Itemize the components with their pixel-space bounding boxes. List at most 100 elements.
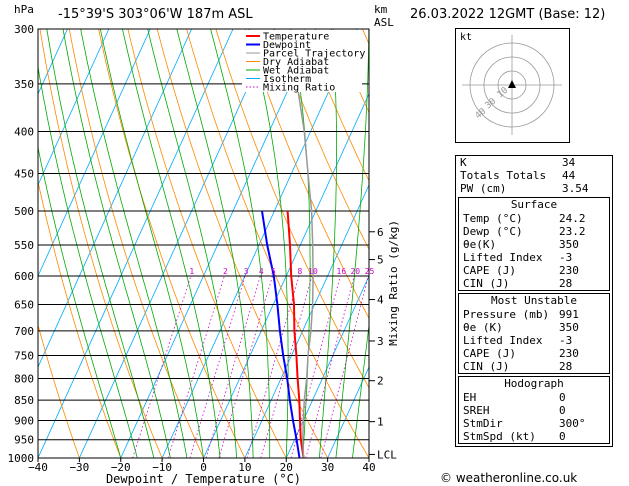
isotherm-line	[79, 29, 275, 458]
wet-adiabat-line	[38, 64, 138, 458]
mixing-ratio-label: 10	[308, 267, 318, 276]
pressure-tick-label: 500	[14, 205, 34, 218]
x-tick-label: 40	[362, 461, 375, 474]
row-label: θe(K)	[463, 238, 497, 251]
isotherm-line	[285, 274, 369, 458]
index-row: K 34	[456, 156, 612, 169]
mixing-ratio-line	[290, 275, 341, 458]
surface-row: Lifted Index -3	[459, 251, 609, 264]
pressure-tick-label: 450	[14, 167, 34, 180]
row-label: Temp (°C)	[463, 212, 523, 225]
row-value: 350	[559, 321, 579, 334]
row-value: 350	[559, 238, 579, 251]
pressure-tick-label: 600	[14, 270, 34, 283]
dry-adiabat-line	[38, 323, 80, 458]
index-value: 44	[562, 169, 576, 182]
surface-row: Temp (°C) 24.2	[459, 212, 609, 225]
mixing-ratio-line	[320, 275, 369, 458]
mixing-ratio-label: 2	[223, 267, 228, 276]
most-unstable-section: Most Unstable Pressure (mb) 991 θe (K) 350…	[458, 293, 610, 374]
row-value: 991	[559, 308, 579, 321]
row-label: StmDir	[463, 417, 503, 430]
mixing-ratio-line	[246, 275, 300, 458]
pressure-tick-label: 1000	[8, 452, 35, 465]
km-tick-label: 4	[377, 294, 384, 307]
row-value: -3	[559, 251, 573, 264]
isotherm-line	[203, 92, 369, 458]
pressure-tick-label: 550	[14, 239, 34, 252]
dry-adiabat-line	[98, 29, 246, 458]
most-unstable-row: CAPE (J) 230	[459, 347, 609, 360]
row-value: 0	[559, 430, 566, 443]
mixing-ratio-label: 16	[337, 267, 347, 276]
row-label: θe (K)	[463, 321, 503, 334]
wet-adiabat-line	[335, 29, 369, 458]
surface-title: Surface	[510, 198, 558, 211]
row-label: CIN (J)	[463, 277, 510, 290]
mixing-ratio-line	[305, 275, 355, 458]
datetime-label: 26.03.2022 12GMT (Base: 12)	[410, 7, 606, 22]
x-axis-title: Dewpoint / Temperature (°C)	[106, 472, 301, 486]
hodograph-row: StmSpd (kt) 0	[459, 430, 609, 443]
hodo-ring-label: 30	[484, 97, 499, 112]
legend-label: Dry Adiabat	[263, 57, 329, 68]
most-unstable-title: Most Unstable	[490, 294, 578, 307]
wet-adiabat-line	[352, 322, 369, 458]
isotherm-line	[327, 366, 369, 458]
mixing-ratio-label: 1	[189, 267, 194, 276]
legend-label: Mixing Ratio	[263, 83, 335, 94]
x-tick-label: 10	[238, 461, 251, 474]
wet-adiabat-line	[210, 29, 271, 458]
row-value: 23.2	[559, 225, 586, 238]
row-label: SREH	[463, 404, 490, 417]
row-label: Dewp (°C)	[463, 225, 523, 238]
mixing-ratio-label: 3	[244, 267, 249, 276]
legend-label: Wet Adiabat	[263, 66, 329, 77]
surface-row: CIN (J) 28	[459, 277, 609, 290]
km-tick-label: 5	[377, 254, 384, 267]
index-label: Totals Totals	[460, 169, 547, 182]
surface-row: θe(K) 350	[459, 238, 609, 251]
pressure-tick-label: 850	[14, 394, 34, 407]
row-value: 230	[559, 347, 579, 360]
pressure-tick-label: 300	[14, 23, 34, 36]
copyright-footer: © weatheronline.co.uk	[440, 471, 578, 485]
km-tick-label: LCL	[377, 448, 397, 461]
row-label: StmSpd (kt)	[463, 430, 536, 443]
pressure-tick-label: 950	[14, 434, 34, 447]
index-value: 34	[562, 156, 576, 169]
parcel-trajectory-line	[296, 83, 314, 458]
pressure-tick-label: 900	[14, 414, 34, 427]
legend-label: Parcel Trajectory	[263, 49, 365, 60]
hodograph-row: EH 0	[459, 391, 609, 404]
hodograph-svg: kt 40 30 10	[460, 32, 562, 135]
km-label: km	[374, 3, 388, 16]
legend-label: Dewpoint	[263, 40, 311, 51]
isotherm-line	[38, 29, 110, 186]
wet-adiabat-line	[99, 29, 204, 458]
hpa-label: hPa	[14, 3, 34, 16]
row-value: 28	[559, 277, 573, 290]
hodograph-section: Hodograph EH 0 SREH 0 StmDir 300° StmSpd (k…	[458, 376, 610, 444]
dry-adiabat-line	[274, 29, 369, 251]
dewpoint-line	[261, 210, 301, 458]
mixing-ratio-label: 20	[350, 267, 360, 276]
hodograph-title: Hodograph	[504, 377, 564, 390]
hodo-ring-label: 40	[474, 107, 489, 122]
isotherm-line	[244, 183, 369, 458]
wet-adiabat-line	[80, 29, 188, 458]
dry-adiabat-line	[303, 29, 369, 182]
row-label: CIN (J)	[463, 360, 510, 373]
mixing-ratio-label: 8	[298, 267, 303, 276]
most-unstable-row: θe (K) 350	[459, 321, 609, 334]
row-label: CAPE (J)	[463, 347, 516, 360]
stats-panel: K 34 Totals Totals 44 PW (cm) 3.54 Surface …	[455, 155, 613, 447]
surface-section: Surface Temp (°C) 24.2 Dewp (°C) 23.2 θe(K…	[458, 197, 610, 291]
index-label: PW (cm)	[460, 182, 507, 195]
row-value: 300°	[559, 417, 586, 430]
km-tick-label: 6	[377, 226, 384, 239]
mixing-ratio-line	[189, 275, 246, 458]
row-value: 28	[559, 360, 573, 373]
index-row: PW (cm) 3.54	[456, 182, 612, 195]
mixing-ratio-label: 5	[271, 267, 276, 276]
